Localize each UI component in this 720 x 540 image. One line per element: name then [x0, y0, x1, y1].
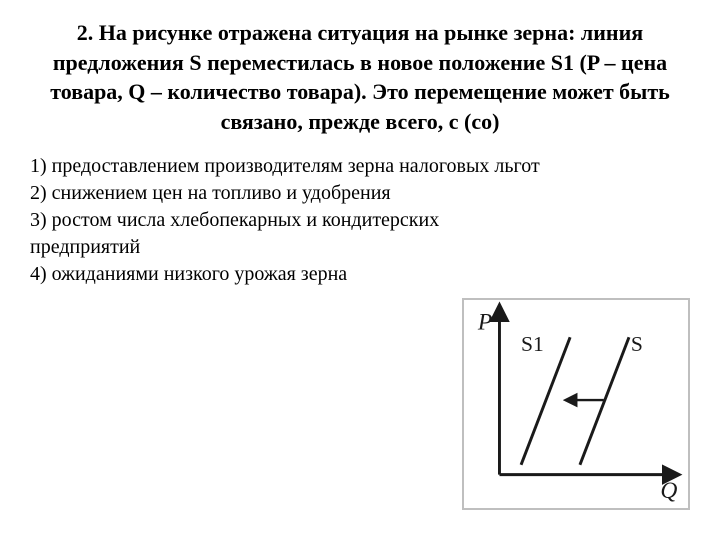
curve-s1-label: S1: [521, 332, 544, 356]
question-title: 2. На рисунке отражена ситуация на рынке…: [30, 18, 690, 137]
supply-shift-chart: P Q S1 S: [462, 298, 690, 510]
answer-options: 1) предоставлением производителям зерна …: [30, 153, 690, 288]
y-axis-label: P: [477, 309, 492, 335]
curve-s1: [521, 337, 570, 465]
x-axis-label: Q: [660, 478, 677, 504]
curve-s-label: S: [631, 332, 643, 356]
chart-svg: P Q S1 S: [464, 300, 688, 508]
option-1: 1) предоставлением производителям зерна …: [30, 153, 690, 180]
option-3b: предприятий: [30, 234, 690, 261]
option-3a: 3) ростом числа хлебопекарных и кондитер…: [30, 207, 690, 234]
option-4: 4) ожиданиями низкого урожая зерна: [30, 261, 690, 288]
option-2: 2) снижением цен на топливо и удобрения: [30, 180, 690, 207]
